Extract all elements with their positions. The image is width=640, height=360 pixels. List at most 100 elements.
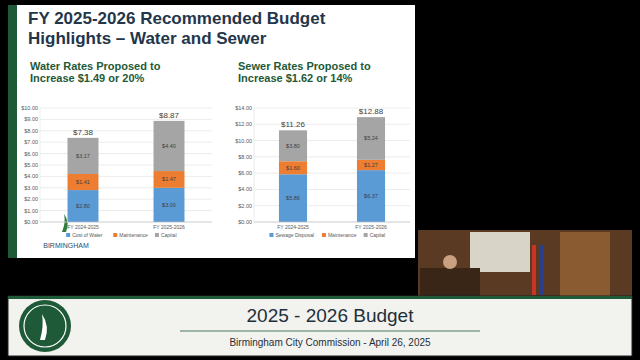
banner-subtitle: Birmingham City Commission - April 26, 2… (229, 337, 431, 348)
data-label: $5.24 (364, 135, 378, 141)
grid-line (40, 130, 212, 131)
bar-segment (68, 174, 99, 190)
category-label: FY 2025-2026 (153, 224, 185, 230)
data-label: $5.86 (286, 195, 300, 201)
legend: Cost of Water Maintenance Capital (66, 232, 176, 238)
legend-swatch (113, 233, 117, 237)
tick-label: $14.00 (235, 105, 252, 111)
camera-bg (418, 230, 632, 300)
banner-stripe (8, 296, 632, 299)
banner-logo-mark (40, 314, 47, 340)
tick-label: $12.00 (235, 121, 252, 127)
tick-label: $4.00 (238, 186, 252, 192)
camera-wall (470, 232, 530, 272)
x-axis (40, 222, 212, 223)
stage: FY 2025-2026 Recommended BudgetHighlight… (0, 0, 640, 360)
grid-line (40, 210, 212, 211)
grid-line (254, 156, 410, 157)
y-axis (254, 108, 255, 222)
tick-label: $6.00 (24, 151, 38, 157)
bar-segment (357, 160, 385, 170)
chart-title: Sewer Rates Proposed toIncrease $1.62 or… (238, 60, 371, 84)
bar-segment (279, 130, 307, 161)
bar-segment (68, 190, 99, 222)
data-label: $1.41 (76, 179, 90, 185)
grid-line (40, 199, 212, 200)
data-label: $3.00 (162, 202, 176, 208)
bars (279, 117, 385, 222)
slide (8, 5, 415, 258)
legend-swatch (269, 233, 273, 237)
tick-label: $8.00 (24, 128, 38, 134)
slide-title: FY 2025-2026 Recommended BudgetHighlight… (28, 9, 326, 48)
grid-line (40, 222, 212, 223)
text-line: Highlights – Water and Sewer (28, 29, 267, 48)
banner-logo-ring (24, 305, 66, 347)
tick-label: $2.00 (24, 196, 38, 202)
camera-person (443, 255, 457, 269)
legend-swatch (364, 233, 368, 237)
data-label: $3.80 (286, 143, 300, 149)
banner-rule (180, 331, 480, 332)
grid-line (40, 176, 212, 177)
total-label: $11.26 (281, 120, 305, 129)
camera-feed (418, 230, 632, 300)
logo-text: BIRMINGHAM (43, 242, 89, 249)
grid-line (40, 187, 212, 188)
x-axis (254, 222, 410, 223)
legend-swatch (66, 233, 70, 237)
data-label: $3.17 (76, 153, 90, 159)
banner-title: 2025 - 2026 Budget (247, 305, 415, 326)
slide-accent (8, 5, 17, 258)
grid-line (40, 108, 212, 109)
bar-segment (357, 170, 385, 222)
legend-swatch (322, 233, 326, 237)
text-line: Water Rates Proposed to (30, 60, 161, 72)
chart: $0.00$1.00$2.00$3.00$4.00$5.00$6.00$7.00… (21, 105, 212, 238)
tick-label: $8.00 (238, 154, 252, 160)
labels: $2.80$1.41$3.17$7.38$3.00$1.47$4.40$8.87 (73, 111, 180, 209)
tick-label: $0.00 (238, 219, 252, 225)
camera-door (560, 232, 610, 298)
legend: Sewage DisposalMaintenanceCapital (269, 232, 385, 238)
legend-label: Capital (161, 232, 177, 238)
tick-label: $10.00 (21, 105, 38, 111)
tick-label: $2.00 (238, 203, 252, 209)
grid-line (254, 222, 410, 223)
total-label: $7.38 (73, 128, 94, 137)
bars (68, 121, 185, 222)
tick-label: $1.00 (24, 208, 38, 214)
data-label: $1.47 (162, 176, 176, 182)
data-label: $1.60 (286, 165, 300, 171)
tick-label: $7.00 (24, 139, 38, 145)
grid-line (254, 189, 410, 190)
banner-logo (19, 300, 71, 352)
camera-flag (532, 245, 536, 295)
legend-label: Capital (370, 232, 386, 238)
tick-label: $3.00 (24, 185, 38, 191)
legend-label: Cost of Water (72, 232, 103, 238)
category-label: FY 2024-2025 (277, 224, 309, 230)
tick-label: $0.00 (24, 219, 38, 225)
legend-label: Maintenance (119, 232, 148, 238)
chart: $0.00$2.00$4.00$6.00$8.00$10.00$12.00$14… (235, 105, 410, 238)
banner-bg (8, 296, 632, 356)
data-label: $6.37 (364, 193, 378, 199)
bar-segment (357, 117, 385, 160)
grid-line (40, 153, 212, 154)
text-line: Sewer Rates Proposed to (238, 60, 371, 72)
tick-label: $6.00 (238, 170, 252, 176)
grid-line (254, 173, 410, 174)
grid-line (254, 140, 410, 141)
data-label: $1.27 (364, 162, 378, 168)
total-label: $8.87 (159, 111, 180, 120)
background (0, 0, 640, 360)
grid-line (40, 165, 212, 166)
bar-segment (279, 161, 307, 174)
bar-segment (68, 138, 99, 174)
grid-line (254, 108, 410, 109)
data-label: $4.40 (162, 143, 176, 149)
text-line: Increase $1.62 or 14% (238, 72, 353, 84)
grid-line (40, 142, 212, 143)
legend-label: Sewage Disposal (275, 232, 314, 238)
